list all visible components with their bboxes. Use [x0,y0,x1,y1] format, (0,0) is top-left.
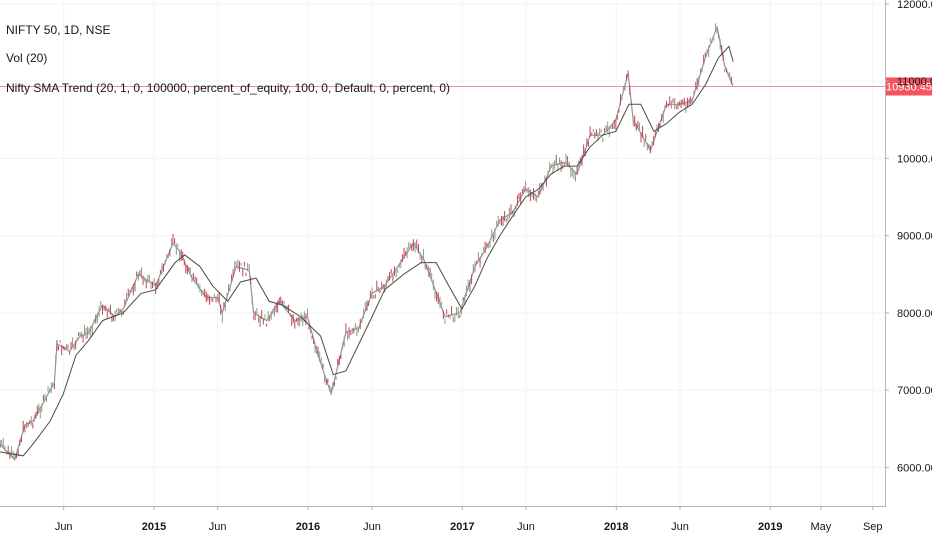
last-price-tag [886,77,932,96]
x-tick-label: Jun [671,521,689,533]
strategy-legend[interactable]: Nifty SMA Trend (20, 1, 0, 100000, perce… [6,81,451,95]
axes: 6000.00 7000.00 8000.00 9000.00 10000.00 1100… [0,0,932,533]
sma-line [0,45,734,457]
x-tick-label: Jun [55,521,73,533]
series-layer [0,23,734,461]
y-tick-label: 10000.00 [897,153,932,165]
y-tick-label: 12000.00 [897,0,932,11]
y-tick-label: 9000.00 [897,231,932,243]
y-tick-label: 6000.00 [897,462,932,474]
y-tick-label: 11000.00 [897,76,932,88]
x-tick-label: Jun [517,521,535,533]
y-tick-label: 7000.00 [897,385,932,397]
x-tick-label: Jun [209,521,227,533]
x-tick-label: 2019 [758,521,782,533]
x-tick-label: 2015 [142,521,166,533]
x-tick-label: May [810,521,831,533]
symbol-legend[interactable]: NIFTY 50, 1D, NSE [6,23,111,37]
x-tick-label: Jun [363,521,381,533]
x-tick-label: 2016 [296,521,320,533]
volume-legend[interactable]: Vol (20) [6,51,48,65]
last-price-line-layer: 10930.45 [0,77,932,96]
y-tick-label: 8000.00 [897,308,932,320]
last-price-label: 10930.45 [886,81,932,93]
x-tick-label: 2017 [450,521,474,533]
grid [0,0,885,506]
x-tick-label: Sep [863,521,883,533]
x-tick-label: 2018 [604,521,628,533]
